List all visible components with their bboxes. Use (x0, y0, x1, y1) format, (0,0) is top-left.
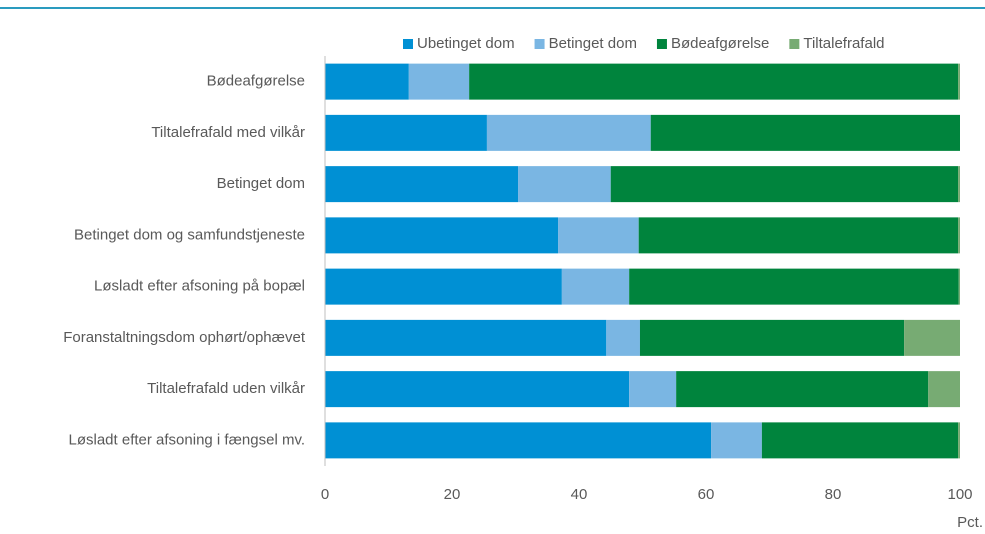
legend-label: Betinget dom (549, 35, 637, 52)
bar-segment (629, 371, 677, 408)
bar-segment (325, 319, 607, 356)
bar-segment (606, 319, 640, 356)
legend-label: Tiltalefrafald (803, 35, 884, 52)
y-tick-label: Foranstaltningsdom ophørt/ophævet (63, 329, 306, 346)
y-tick-label: Løsladt efter afsoning i fængsel mv. (69, 431, 306, 448)
bar-segment (676, 371, 929, 408)
bar-segment (486, 114, 651, 151)
bar-segment (958, 63, 960, 100)
bar-segment (325, 114, 487, 151)
bar-segment (650, 114, 960, 151)
bar-segment (761, 422, 959, 459)
bar-segment (904, 319, 960, 356)
y-tick-label: Løsladt efter afsoning på bopæl (94, 278, 305, 295)
bar-segment (561, 268, 630, 305)
x-tick-label: 100 (947, 486, 972, 503)
bar-segment (928, 371, 960, 408)
bar-segment (469, 63, 959, 100)
bar-segment (325, 166, 519, 203)
bar-segment (325, 268, 562, 305)
x-axis-label: Pct. (957, 514, 983, 531)
y-tick-label: Tiltalefrafald uden vilkår (147, 380, 305, 397)
bar-segment (325, 63, 409, 100)
legend-swatch (656, 39, 667, 49)
bar-segment (638, 217, 959, 254)
x-tick-label: 60 (698, 486, 715, 503)
legend-label: Ubetinget dom (417, 35, 515, 52)
y-tick-label: Tiltalefrafald med vilkår (151, 124, 305, 141)
bar-segment (325, 422, 712, 459)
legend-label: Bødeafgørelse (671, 35, 769, 52)
y-tick-label: Betinget dom og samfundstjeneste (74, 226, 305, 243)
bar-segment (958, 166, 960, 203)
bar-segment (325, 217, 559, 254)
x-tick-label: 80 (825, 486, 842, 503)
bar-segment (958, 422, 960, 459)
legend-swatch (789, 39, 800, 49)
legend-swatch (403, 39, 413, 49)
x-tick-label: 20 (444, 486, 461, 503)
x-tick-label: 0 (321, 486, 329, 503)
bar-segment (518, 166, 611, 203)
bar-segment (639, 319, 905, 356)
bar-segment (958, 217, 960, 254)
bar-segment (610, 166, 959, 203)
y-tick-label: Betinget dom (217, 175, 305, 192)
bar-segment (408, 63, 470, 100)
y-tick-label: Bødeafgørelse (207, 73, 305, 90)
bar-segment (958, 268, 960, 305)
bar-segment (711, 422, 762, 459)
bar-segment (558, 217, 639, 254)
legend-swatch (534, 39, 545, 49)
x-tick-label: 40 (571, 486, 588, 503)
bar-segment (325, 371, 630, 408)
bar-segment (629, 268, 959, 305)
